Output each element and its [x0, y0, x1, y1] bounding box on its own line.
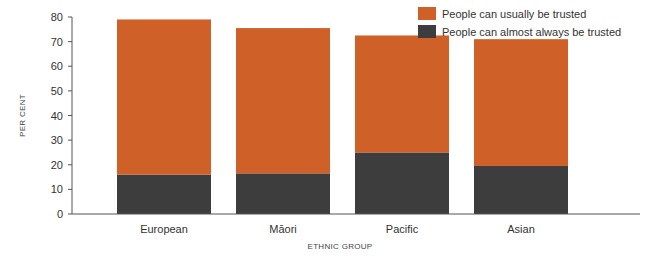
y-tick [68, 66, 72, 67]
y-tick-label: 10 [51, 183, 63, 195]
bar [355, 35, 449, 152]
y-tick [68, 41, 72, 42]
y-tick [68, 189, 72, 190]
bar [474, 39, 568, 166]
x-tick-label: Māori [269, 223, 297, 235]
chart-container: 0 10 20 30 40 50 60 70 80 European Māori Pacific Asi… [0, 0, 650, 263]
y-tick-label: 70 [51, 36, 63, 48]
y-tick [68, 164, 72, 165]
legend-label: People can usually be trusted [442, 8, 586, 20]
y-tick-label: 60 [51, 60, 63, 72]
x-tick-label: Pacific [386, 223, 419, 235]
x-tick-label: European [140, 223, 188, 235]
bars [117, 19, 568, 214]
y-tick-label: 0 [57, 208, 63, 220]
legend: People can usually be trusted People can … [418, 7, 621, 38]
bar [474, 166, 568, 214]
legend-swatch [418, 25, 436, 38]
y-tick [68, 115, 72, 116]
y-tick [68, 17, 72, 18]
bar [355, 152, 449, 214]
bar [117, 19, 211, 174]
legend-swatch [418, 7, 436, 20]
y-tick-label: 30 [51, 134, 63, 146]
y-tick-label: 50 [51, 85, 63, 97]
x-axis-line [72, 214, 640, 215]
bar [117, 175, 211, 214]
legend-label: People can almost always be trusted [442, 26, 621, 38]
y-axis-title: PER CENT [18, 94, 27, 137]
y-tick [68, 214, 72, 215]
y-tick-label: 40 [51, 110, 63, 122]
y-tick [68, 90, 72, 91]
bar [236, 173, 330, 214]
x-axis-title: ETHNIC GROUP [308, 242, 373, 251]
chart: 0 10 20 30 40 50 60 70 80 European Māori Pacific Asi… [0, 0, 650, 263]
x-tick-label: Asian [507, 223, 535, 235]
y-tick-label: 80 [51, 11, 63, 23]
y-tick [68, 140, 72, 141]
bar [236, 28, 330, 173]
y-tick-label: 20 [51, 159, 63, 171]
